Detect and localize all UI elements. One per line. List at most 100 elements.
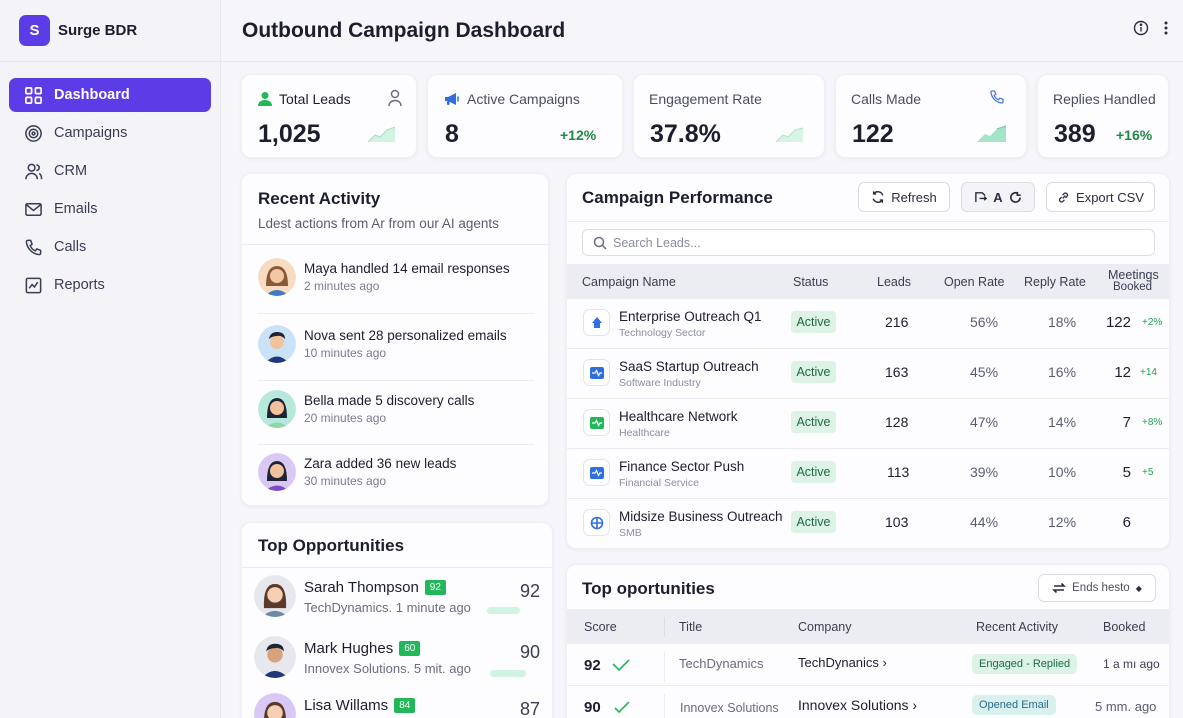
column-header[interactable]: Recent Activity (976, 620, 1058, 634)
opportunity-item[interactable]: Mark Hughes 60 Innovex Solutions. 5 mit. … (254, 636, 544, 686)
sidebar-item-reports[interactable]: Reports (9, 268, 211, 302)
campaign-sector: Software Industry (619, 377, 701, 389)
sidebar-item-emails[interactable]: Emails (9, 192, 211, 226)
users-icon (25, 163, 43, 179)
column-header[interactable]: Campaign Name (582, 275, 676, 289)
column-header[interactable]: Meetings (1108, 268, 1159, 282)
link-icon (1058, 191, 1069, 203)
campaign-sector: Technology Sector (619, 327, 706, 339)
info-icon[interactable] (1133, 20, 1149, 36)
campaign-name: Finance Sector Push (619, 459, 745, 474)
sidebar-item-campaigns[interactable]: Campaigns (9, 116, 211, 150)
table-header: Campaign Name Status Leads Open Rate Rep… (567, 264, 1169, 299)
reply-rate-value: 10% (1048, 464, 1077, 480)
column-header[interactable]: Score (584, 620, 617, 634)
activity-item[interactable]: Bella made 5 discovery calls 20 minutes … (258, 390, 474, 428)
campaign-sector: Healthcare (619, 427, 670, 439)
phone-icon (25, 239, 42, 255)
table-row[interactable]: 90 Innovex Solutions Innovex Solutions ›… (567, 686, 1169, 718)
column-header[interactable]: Booked (1103, 620, 1146, 634)
opportunity-sub: Innovex Solutions. 5 mit. ago (304, 661, 471, 676)
booked-value: 5 mm. ago (1095, 699, 1157, 714)
top-opportunities-title: Top Opportunities (258, 536, 405, 555)
stat-card-active-campaigns: Active Campaigns 8 +12% (427, 74, 623, 158)
column-header[interactable]: Title (679, 620, 703, 634)
sidebar-item-dashboard[interactable]: Dashboard (9, 78, 211, 112)
opportunity-item[interactable]: Sarah Thompson 92 TechDynamics. 1 minute … (254, 575, 544, 625)
company-link[interactable]: Innovex Solutions › (798, 697, 918, 713)
avatar (254, 575, 296, 617)
check-trend-icon (612, 659, 630, 671)
sidebar-item-label: Emails (54, 201, 98, 217)
open-rate-value: 56% (970, 314, 999, 330)
open-rate-value: 44% (970, 514, 999, 530)
score-badge: 60 (399, 641, 421, 657)
top-opportunities-table-card: Top oportunities Ends hesto ◆ Score Titl… (566, 564, 1170, 718)
table-header: Score Title Company Recent Activity Book… (567, 609, 1169, 644)
opportunity-item[interactable]: Lisa Willams 84 87 (254, 693, 544, 718)
campaign-sector: Financial Service (619, 477, 699, 489)
stat-delta: +16% (1116, 127, 1153, 143)
sparkline-icon (977, 125, 1007, 142)
check-trend-icon (614, 701, 630, 713)
page-header: Outbound Campaign Dashboard (221, 0, 1183, 62)
refresh-icon (872, 191, 884, 203)
refresh-label: Refresh (891, 189, 937, 205)
column-header[interactable]: Status (793, 275, 829, 289)
campaign-sector: SMB (619, 527, 642, 539)
target-icon (25, 124, 42, 142)
table-row[interactable]: Enterprise Outreach Q1 Technology Sector… (567, 299, 1169, 349)
meetings-value: 7 (1122, 414, 1131, 431)
column-header[interactable]: Reply Rate (1024, 275, 1086, 289)
activity-icon (583, 409, 610, 436)
search-input[interactable]: Search Leads... (582, 229, 1155, 256)
table-row[interactable]: Finance Sector Push Financial Service Ac… (567, 449, 1169, 499)
meetings-value: 6 (1122, 514, 1131, 531)
page-title: Outbound Campaign Dashboard (242, 18, 566, 42)
activity-text: Maya handled 14 email responses (304, 261, 510, 276)
filter-label: Ends hesto (1072, 582, 1130, 594)
column-header[interactable]: Open Rate (944, 275, 1005, 289)
title-value: TechDynamics (679, 656, 764, 671)
column-header[interactable]: Leads (877, 275, 912, 289)
activity-time: 10 minutes ago (304, 346, 387, 360)
sort-filter-dropdown[interactable]: Ends hesto ◆ (1038, 574, 1156, 602)
column-header[interactable]: Company (798, 620, 852, 634)
column-header: Booked (1113, 281, 1153, 293)
user-icon (258, 92, 272, 106)
stat-delta: +12% (560, 127, 597, 143)
activity-item[interactable]: Zara added 36 new leads 30 minutes ago (258, 453, 456, 491)
table-row[interactable]: Healthcare Network Healthcare Active 128… (567, 399, 1169, 449)
avatar (254, 693, 296, 718)
table-row[interactable]: Midsize Business Outreach SMB Active 103… (567, 499, 1169, 548)
table-row[interactable]: 92 TechDynamics TechDynanics › Engaged -… (567, 644, 1169, 686)
stat-card-total-leads: Total Leads 1,025 (241, 74, 417, 158)
refresh-button[interactable]: Refresh (858, 182, 950, 212)
activity-item[interactable]: Maya handled 14 email responses 2 minute… (258, 258, 510, 296)
company-link[interactable]: TechDynanics › (798, 655, 887, 670)
opportunity-name: Lisa Willams (304, 697, 389, 714)
megaphone-icon (445, 93, 459, 105)
view-options-button[interactable]: A (961, 182, 1035, 212)
meetings-delta: +5 (1142, 467, 1154, 478)
top-opportunities-table-title: Top oportunities (582, 579, 715, 598)
stat-label: Replies Handled (1053, 91, 1156, 107)
dropdown-diamond-icon: ◆ (1135, 583, 1142, 593)
person-outline-icon (388, 89, 402, 107)
meetings-delta: +2% (1142, 317, 1163, 328)
meetings-delta: +8% (1142, 417, 1163, 428)
recent-activity-subtitle: Ldest actions from Ar from our AI agents (258, 216, 499, 231)
status-badge: Active (791, 311, 836, 333)
activity-item[interactable]: Nova sent 28 personalized emails 10 minu… (258, 325, 507, 363)
recent-activity-card: Recent Activity Ldest actions from Ar fr… (241, 173, 549, 506)
open-rate-value: 39% (970, 464, 999, 480)
export-csv-label: Export CSV (1076, 189, 1144, 205)
export-csv-button[interactable]: Export CSV (1046, 182, 1155, 212)
campaign-name: SaaS Startup Outreach (619, 359, 759, 374)
opportunity-score: 92 (519, 581, 540, 601)
table-row[interactable]: SaaS Startup Outreach Software Industry … (567, 349, 1169, 399)
more-vertical-icon[interactable] (1163, 20, 1169, 36)
grid-icon (25, 86, 42, 104)
sidebar-item-calls[interactable]: Calls (9, 230, 211, 264)
sidebar-item-crm[interactable]: CRM (9, 154, 211, 188)
